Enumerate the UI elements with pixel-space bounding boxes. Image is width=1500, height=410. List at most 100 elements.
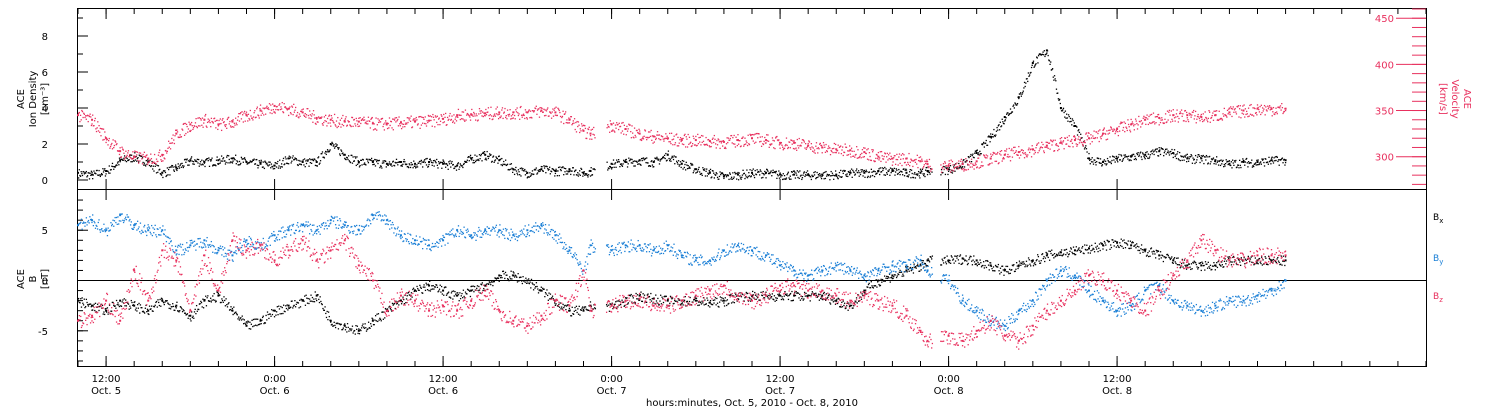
black-sample — [349, 161, 352, 164]
red-sample — [550, 117, 553, 119]
Bx-sample — [273, 316, 276, 318]
Bx-sample — [275, 314, 277, 316]
Bx-sample — [92, 305, 95, 307]
red-sample — [856, 157, 858, 159]
red-sample — [1166, 121, 1168, 123]
Bx-sample — [380, 320, 382, 322]
Bx-sample — [584, 306, 586, 308]
black-sample — [426, 157, 428, 160]
Bx-sample — [496, 277, 498, 280]
black-sample — [159, 172, 161, 175]
red-sample — [1261, 112, 1263, 114]
black-sample — [1071, 118, 1074, 120]
black-sample — [143, 164, 145, 166]
red-sample — [609, 131, 611, 133]
black-sample — [379, 166, 381, 169]
red-sample — [1247, 107, 1250, 109]
black-sample — [112, 165, 114, 168]
red-sample — [1140, 126, 1142, 128]
red-sample — [737, 143, 740, 145]
black-sample — [612, 163, 614, 165]
Bx-point — [582, 309, 585, 312]
Bx-sample — [228, 309, 231, 311]
black-sample — [744, 174, 747, 176]
Bx-sample — [539, 289, 541, 291]
red-point — [119, 150, 122, 153]
black-sample — [1212, 158, 1214, 160]
red-sample — [702, 140, 705, 142]
black-sample — [1159, 149, 1161, 151]
red-sample — [1248, 115, 1250, 117]
red-sample — [718, 139, 720, 141]
black-sample — [1182, 155, 1184, 158]
red-sample — [360, 119, 363, 122]
red-sample — [1027, 154, 1029, 156]
red-sample — [1081, 141, 1083, 144]
black-sample — [559, 168, 562, 171]
black-sample — [837, 178, 839, 180]
Bx-sample — [570, 315, 572, 317]
Bx-sample — [96, 303, 99, 305]
black-sample — [741, 176, 743, 178]
Bx-sample — [437, 291, 439, 293]
black-sample — [142, 161, 144, 164]
red-sample — [340, 117, 343, 119]
black-sample — [711, 176, 713, 178]
red-sample — [427, 121, 429, 124]
black-sample — [327, 150, 329, 152]
black-sample — [1275, 159, 1277, 162]
red-sample — [771, 137, 774, 139]
black-sample — [208, 165, 211, 168]
Bx-sample — [518, 280, 520, 282]
red-sample — [319, 116, 322, 119]
black-sample — [774, 171, 776, 173]
black-point — [589, 170, 592, 172]
black-sample — [801, 177, 804, 179]
black-sample — [319, 160, 322, 162]
black-sample — [395, 162, 397, 164]
black-sample — [464, 160, 466, 163]
red-sample — [201, 117, 204, 119]
red-sample — [1201, 118, 1203, 120]
Bx-point — [231, 309, 234, 312]
red-sample — [280, 106, 282, 108]
red-sample — [189, 130, 191, 133]
Bx-sample — [649, 299, 651, 301]
black-sample — [1039, 53, 1042, 55]
red-sample — [307, 114, 310, 117]
red-sample — [1230, 106, 1232, 108]
red-sample — [993, 152, 996, 154]
Bx-sample — [612, 307, 614, 310]
red-sample — [1171, 120, 1174, 122]
black-sample — [1145, 155, 1148, 158]
red-sample — [818, 148, 820, 150]
black-sample — [584, 174, 586, 176]
black-sample — [608, 167, 610, 170]
red-sample — [1152, 112, 1155, 114]
Bx-sample — [179, 310, 181, 312]
Bx-sample — [528, 278, 530, 280]
red-sample — [905, 164, 908, 166]
black-sample — [86, 175, 89, 177]
black-sample — [284, 156, 287, 158]
red-sample — [579, 131, 581, 134]
Bx-sample — [500, 275, 502, 277]
red-sample — [1135, 120, 1137, 122]
red-sample — [437, 118, 440, 120]
Bx-sample — [166, 300, 168, 302]
red-sample — [248, 117, 250, 120]
red-sample — [606, 127, 608, 129]
black-sample — [1046, 52, 1048, 54]
red-sample — [1116, 127, 1118, 129]
red-sample — [1250, 103, 1252, 106]
red-sample — [78, 112, 80, 115]
red-sample — [976, 167, 978, 169]
red-sample — [831, 148, 834, 150]
red-sample — [374, 128, 377, 130]
black-sample — [684, 163, 686, 166]
red-sample — [871, 151, 874, 153]
Bx-sample — [264, 322, 267, 324]
black-sample — [245, 160, 247, 162]
Bx-sample — [622, 301, 624, 304]
black-sample — [155, 172, 158, 174]
